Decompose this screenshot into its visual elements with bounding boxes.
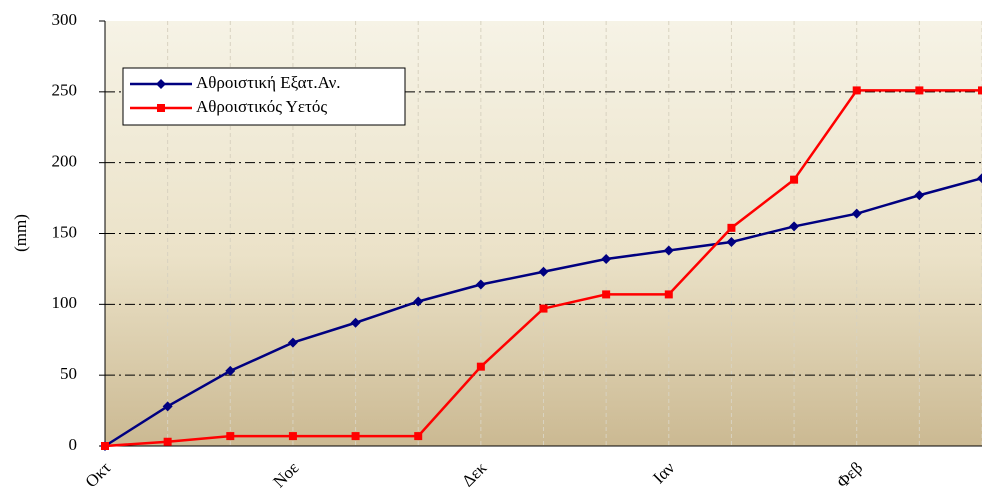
data-point <box>162 401 173 412</box>
data-point <box>602 290 611 299</box>
y-tick-label: 50 <box>60 364 77 383</box>
data-point <box>664 290 673 299</box>
series-group <box>100 86 982 451</box>
y-tick-label: 300 <box>52 10 78 29</box>
x-tick-label: Νοε <box>269 458 302 491</box>
data-point <box>663 245 674 256</box>
data-point <box>413 296 424 307</box>
data-point <box>914 190 925 201</box>
y-tick-label: 0 <box>69 435 78 454</box>
legend-label: Αθροιστική Εξατ.Αν. <box>196 73 341 92</box>
data-point <box>476 362 485 371</box>
data-point <box>225 365 236 376</box>
data-point <box>790 175 799 184</box>
data-point <box>978 86 982 95</box>
y-tick-label: 100 <box>52 293 78 312</box>
data-point <box>727 223 736 232</box>
data-point <box>226 432 235 441</box>
data-point <box>538 266 549 277</box>
data-point <box>475 279 486 290</box>
legend-marker <box>157 104 165 112</box>
data-point <box>601 254 612 264</box>
data-point <box>851 208 862 219</box>
legend: Αθροιστική Εξατ.Αν. Αθροιστικός Υετός <box>122 67 406 126</box>
y-axis-label: (mm) <box>11 214 30 252</box>
y-tick-label: 250 <box>52 81 78 100</box>
data-point <box>977 173 982 184</box>
y-tick-label: 150 <box>52 222 78 241</box>
x-tick-label: Δεκ <box>458 458 491 491</box>
x-tick-label: Οκτ <box>82 458 115 491</box>
data-point <box>351 432 360 441</box>
data-point <box>789 221 800 232</box>
data-point <box>726 237 737 247</box>
data-point <box>163 437 172 446</box>
legend-box <box>122 67 406 126</box>
legend-marker <box>156 79 166 89</box>
data-point <box>288 432 297 441</box>
x-tick-label: Φεβ <box>833 458 866 491</box>
y-tick-label: 200 <box>52 152 78 171</box>
legend-label: Αθροιστικός Υετός <box>196 97 327 116</box>
data-point <box>350 317 361 328</box>
data-point <box>414 432 423 441</box>
data-point <box>915 86 924 95</box>
data-point <box>101 442 109 450</box>
x-tick-label: Ιαν <box>649 458 678 487</box>
data-point <box>852 86 861 95</box>
data-point <box>539 304 548 313</box>
data-point <box>287 337 298 348</box>
